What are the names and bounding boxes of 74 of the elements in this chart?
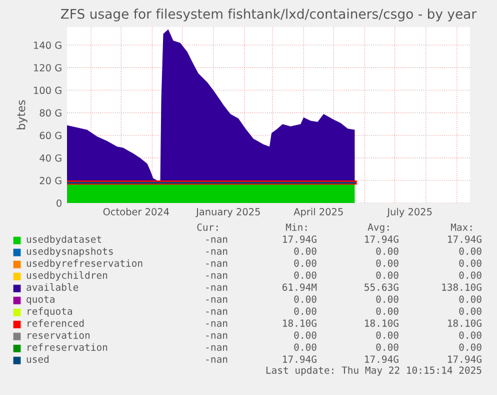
text: Last update: Thu May 22 10:15:14 2025 (266, 366, 482, 376)
text: 0.00 (376, 343, 398, 351)
legend-label: used (26, 355, 49, 363)
legend-label: available (26, 283, 78, 291)
legend-label: refreservation (28, 343, 108, 351)
text: -nan (206, 357, 228, 363)
text: 0.00 (294, 259, 316, 267)
text: 17.94G (283, 235, 316, 243)
x-tick-label: January 2025 (196, 208, 260, 218)
text: 17.94G (283, 355, 316, 363)
text: 0.00 (376, 307, 398, 315)
text: 0.00 (376, 271, 398, 279)
text: Max: (450, 224, 472, 231)
text: 18.10G (448, 319, 482, 327)
y-tick-label: 100 G (34, 86, 62, 94)
text: -nan (206, 345, 228, 351)
text: 0.00 (376, 295, 398, 303)
text: 0.00 (376, 259, 398, 267)
text: 17.94G (448, 355, 482, 363)
text: 0.00 (459, 259, 482, 267)
y-tick-label: 120 G (34, 64, 62, 72)
text: -nan (206, 297, 228, 303)
text: -nan (206, 261, 228, 267)
text: 138.10G (442, 283, 482, 291)
x-tick-label: April 2025 (294, 208, 343, 218)
chart-title: ZFS usage for filesystem fishtank/lxd/containers/csgo - by year (60, 8, 477, 22)
legend-label: usedbydataset (26, 235, 102, 245)
text: -nan (206, 321, 228, 327)
text: 17.94G (365, 355, 398, 363)
legend-label: usedbyrefreservation (26, 259, 142, 269)
text: 17.94G (365, 235, 398, 243)
text: 0.00 (294, 271, 316, 279)
text: 0.00 (459, 247, 482, 255)
text: Cur: (197, 223, 218, 231)
text: 0.00 (376, 331, 398, 339)
text: 61.94M (282, 283, 317, 291)
text: 0.00 (459, 343, 482, 351)
text: -nan (206, 273, 228, 279)
y-tick-label: 80 G (40, 109, 62, 117)
x-tick-label: October 2024 (103, 208, 169, 216)
text: 0.00 (459, 295, 482, 303)
text: 0.00 (294, 247, 316, 255)
text: 0.00 (459, 271, 482, 279)
text: 0.00 (459, 307, 482, 315)
text: 0.00 (294, 331, 316, 339)
text: -nan (206, 309, 228, 315)
text: -nan (206, 237, 228, 243)
text: Min: (286, 223, 307, 231)
legend-label: usedbychildren (26, 271, 108, 281)
y-tick-label: 0 (56, 199, 62, 207)
text: 0.00 (294, 343, 316, 351)
legend-label: referenced (28, 319, 84, 327)
y-tick-label: 20 G (40, 176, 62, 184)
text: 0.00 (376, 247, 398, 255)
text: 55.63G (364, 283, 398, 291)
text: 17.94G (448, 235, 482, 243)
legend-label: reservation (28, 331, 90, 339)
y-tick-label: 140 G (34, 42, 62, 49)
text: -nan (206, 285, 228, 291)
y-tick-label: 60 G (40, 132, 62, 140)
legend-label: refquota (28, 307, 72, 317)
text: -nan (206, 249, 228, 255)
legend-label: usedbysnapshots (26, 247, 113, 257)
legend-label: quota (26, 296, 54, 305)
y-tick-label: 40 G (40, 154, 62, 162)
text: 18.10G (283, 319, 316, 327)
text: 0.00 (294, 295, 316, 303)
text: 0.00 (294, 307, 316, 315)
text: Avg: (368, 224, 389, 233)
text: -nan (206, 333, 228, 339)
text: 18.10G (365, 319, 398, 327)
text: 0.00 (459, 331, 482, 339)
y-axis-title: bytes (16, 100, 28, 130)
x-tick-label: July 2025 (386, 208, 432, 218)
